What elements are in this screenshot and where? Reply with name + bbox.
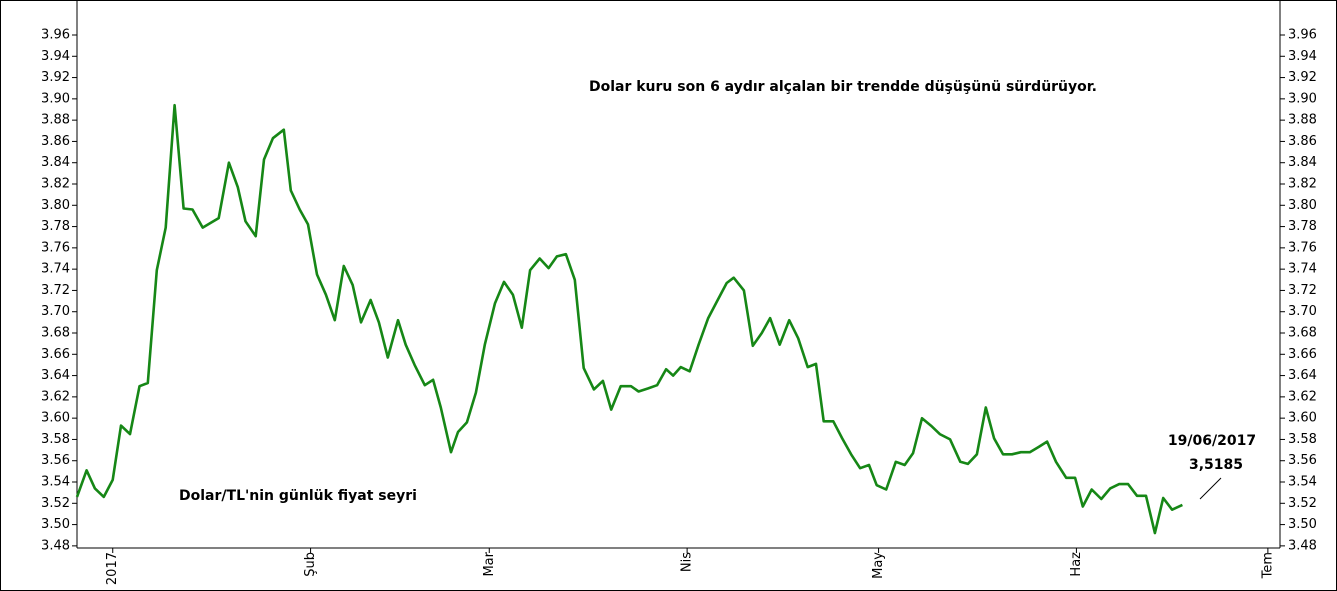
annotation-pointer xyxy=(1199,477,1222,500)
annotation: Dolar/TL'nin günlük fiyat seyri xyxy=(179,488,417,504)
annotation: 3,5185 xyxy=(1189,457,1243,473)
y-tick-label: 3.56 xyxy=(41,453,70,468)
y2-tick-label: 3.84 xyxy=(1288,155,1317,170)
y-tick-label: 3.92 xyxy=(41,70,70,85)
x-tick-label: Şub xyxy=(303,552,318,577)
y-tick-label: 3.96 xyxy=(41,27,70,42)
y2-tick-label: 3.66 xyxy=(1288,347,1317,362)
y2-tick-label: 3.92 xyxy=(1288,70,1317,85)
y2-tick-label: 3.58 xyxy=(1288,432,1317,447)
y-tick-label: 3.66 xyxy=(41,347,70,362)
y-tick-label: 3.94 xyxy=(41,49,70,64)
y2-tick-label: 3.54 xyxy=(1288,475,1317,490)
y-tick-label: 3.48 xyxy=(41,538,70,553)
y2-tick-label: 3.76 xyxy=(1288,240,1317,255)
y2-tick-label: 3.96 xyxy=(1288,27,1317,42)
y2-tick-label: 3.88 xyxy=(1288,113,1317,128)
y-tick-label: 3.62 xyxy=(41,389,70,404)
y-tick-label: 3.50 xyxy=(41,517,70,532)
y2-tick-label: 3.60 xyxy=(1288,411,1317,426)
y-tick-label: 3.72 xyxy=(41,283,70,298)
y-tick-label: 3.76 xyxy=(41,240,70,255)
y2-tick-label: 3.94 xyxy=(1288,49,1317,64)
x-tick-label: Tem xyxy=(1260,552,1275,579)
y2-tick-label: 3.52 xyxy=(1288,496,1317,511)
price-line xyxy=(75,103,1183,535)
x-tick-label: 2017 xyxy=(105,552,120,585)
x-tick-label: May xyxy=(871,552,886,579)
y-tick-label: 3.60 xyxy=(41,411,70,426)
y2-tick-label: 3.80 xyxy=(1288,198,1317,213)
x-tick-label: Haz xyxy=(1069,552,1084,577)
y-tick-label: 3.70 xyxy=(41,304,70,319)
y-tick-label: 3.88 xyxy=(41,113,70,128)
x-tick-label: Mar xyxy=(482,551,497,576)
y2-tick-label: 3.72 xyxy=(1288,283,1317,298)
y-tick-label: 3.82 xyxy=(41,177,70,192)
annotation: 19/06/2017 xyxy=(1168,433,1256,449)
y2-tick-label: 3.82 xyxy=(1288,177,1317,192)
y2-tick-label: 3.56 xyxy=(1288,453,1317,468)
y2-tick-label: 3.50 xyxy=(1288,517,1317,532)
y-tick-label: 3.74 xyxy=(41,262,70,277)
y2-tick-label: 3.90 xyxy=(1288,91,1317,106)
y-tick-label: 3.68 xyxy=(41,326,70,341)
y2-tick-label: 3.78 xyxy=(1288,219,1317,234)
y2-tick-label: 3.68 xyxy=(1288,326,1317,341)
y-tick-label: 3.52 xyxy=(41,496,70,511)
y2-tick-label: 3.86 xyxy=(1288,134,1317,149)
y-tick-label: 3.80 xyxy=(41,198,70,213)
y-tick-label: 3.90 xyxy=(41,91,70,106)
y2-tick-label: 3.74 xyxy=(1288,262,1317,277)
x-tick-label: Nis xyxy=(680,552,695,572)
y2-tick-label: 3.64 xyxy=(1288,368,1317,383)
y-tick-label: 3.78 xyxy=(41,219,70,234)
y-tick-label: 3.64 xyxy=(41,368,70,383)
y-tick-label: 3.84 xyxy=(41,155,70,170)
y2-tick-label: 3.62 xyxy=(1288,389,1317,404)
y2-tick-label: 3.70 xyxy=(1288,304,1317,319)
y-tick-label: 3.58 xyxy=(41,432,70,447)
y-tick-label: 3.86 xyxy=(41,134,70,149)
y2-tick-label: 3.48 xyxy=(1288,538,1317,553)
y-tick-label: 3.54 xyxy=(41,475,70,490)
annotation: Dolar kuru son 6 aydır alçalan bir trend… xyxy=(589,79,1097,95)
